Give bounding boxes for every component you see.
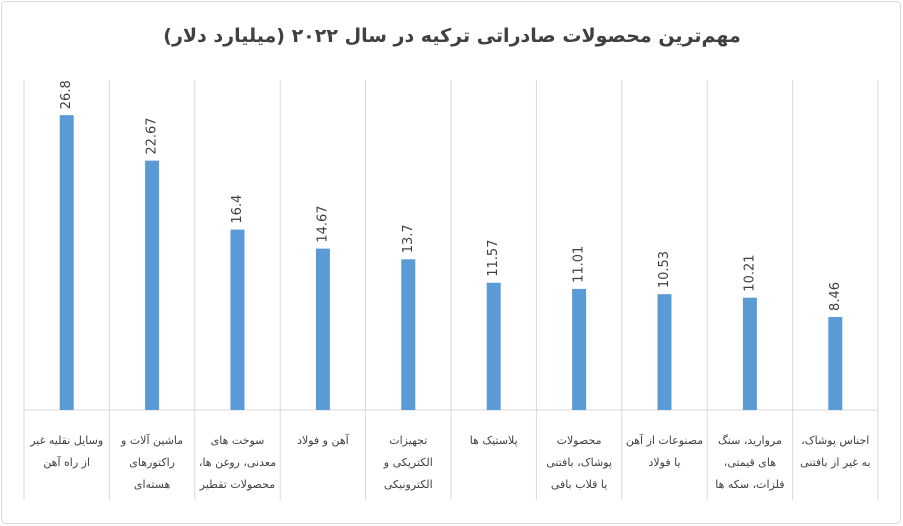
x-tick-label: محصولات پوشاک، بافتنی یا قلاب بافی — [546, 434, 612, 491]
value-label: 10.53 — [657, 251, 672, 288]
bar — [657, 294, 672, 410]
value-label: 13.7 — [401, 224, 416, 253]
x-tick-label: مصنوعات از آهن یا فولاد — [625, 434, 704, 469]
bar — [828, 316, 843, 410]
bar — [315, 248, 330, 410]
bar — [742, 297, 757, 410]
value-label: 8.46 — [828, 282, 843, 311]
chart-title: مهم‌ترین محصولات صادراتی ترکیه در سال ۲۰… — [163, 25, 740, 47]
value-label: 11.57 — [486, 240, 501, 277]
bar — [230, 229, 245, 410]
x-tick-label: اجناس پوشاک، به غیر از بافتنی — [800, 434, 871, 469]
x-tick-label: سوخت های معدنی، روغن ها، محصولات تقطیر — [198, 434, 277, 491]
value-label: 14.67 — [315, 205, 330, 242]
bar — [486, 282, 501, 410]
bar — [145, 160, 160, 410]
bar — [401, 259, 416, 410]
x-tick-label: ماشین آلات و راکتورهای هسته‌ای — [121, 434, 184, 491]
x-tick-label: وسایل نقلیه غیر از راه آهن — [30, 434, 104, 469]
value-label: 26.8 — [59, 80, 74, 109]
bar — [59, 115, 74, 410]
value-label: 11.01 — [572, 246, 587, 283]
x-tick-label: مروارید، سنگ های قیمتی، فلزات، سکه ها — [715, 434, 785, 491]
value-label: 10.21 — [742, 254, 757, 291]
bar — [572, 288, 587, 410]
x-tick-label: تجهیزات الکتریکی و الکترونیکی — [383, 434, 433, 491]
x-tick-label: آهن و فولاد — [297, 434, 349, 447]
value-label: 16.4 — [230, 195, 245, 224]
value-label: 22.67 — [145, 117, 160, 154]
x-tick-label: پلاستیک ها — [469, 434, 518, 447]
